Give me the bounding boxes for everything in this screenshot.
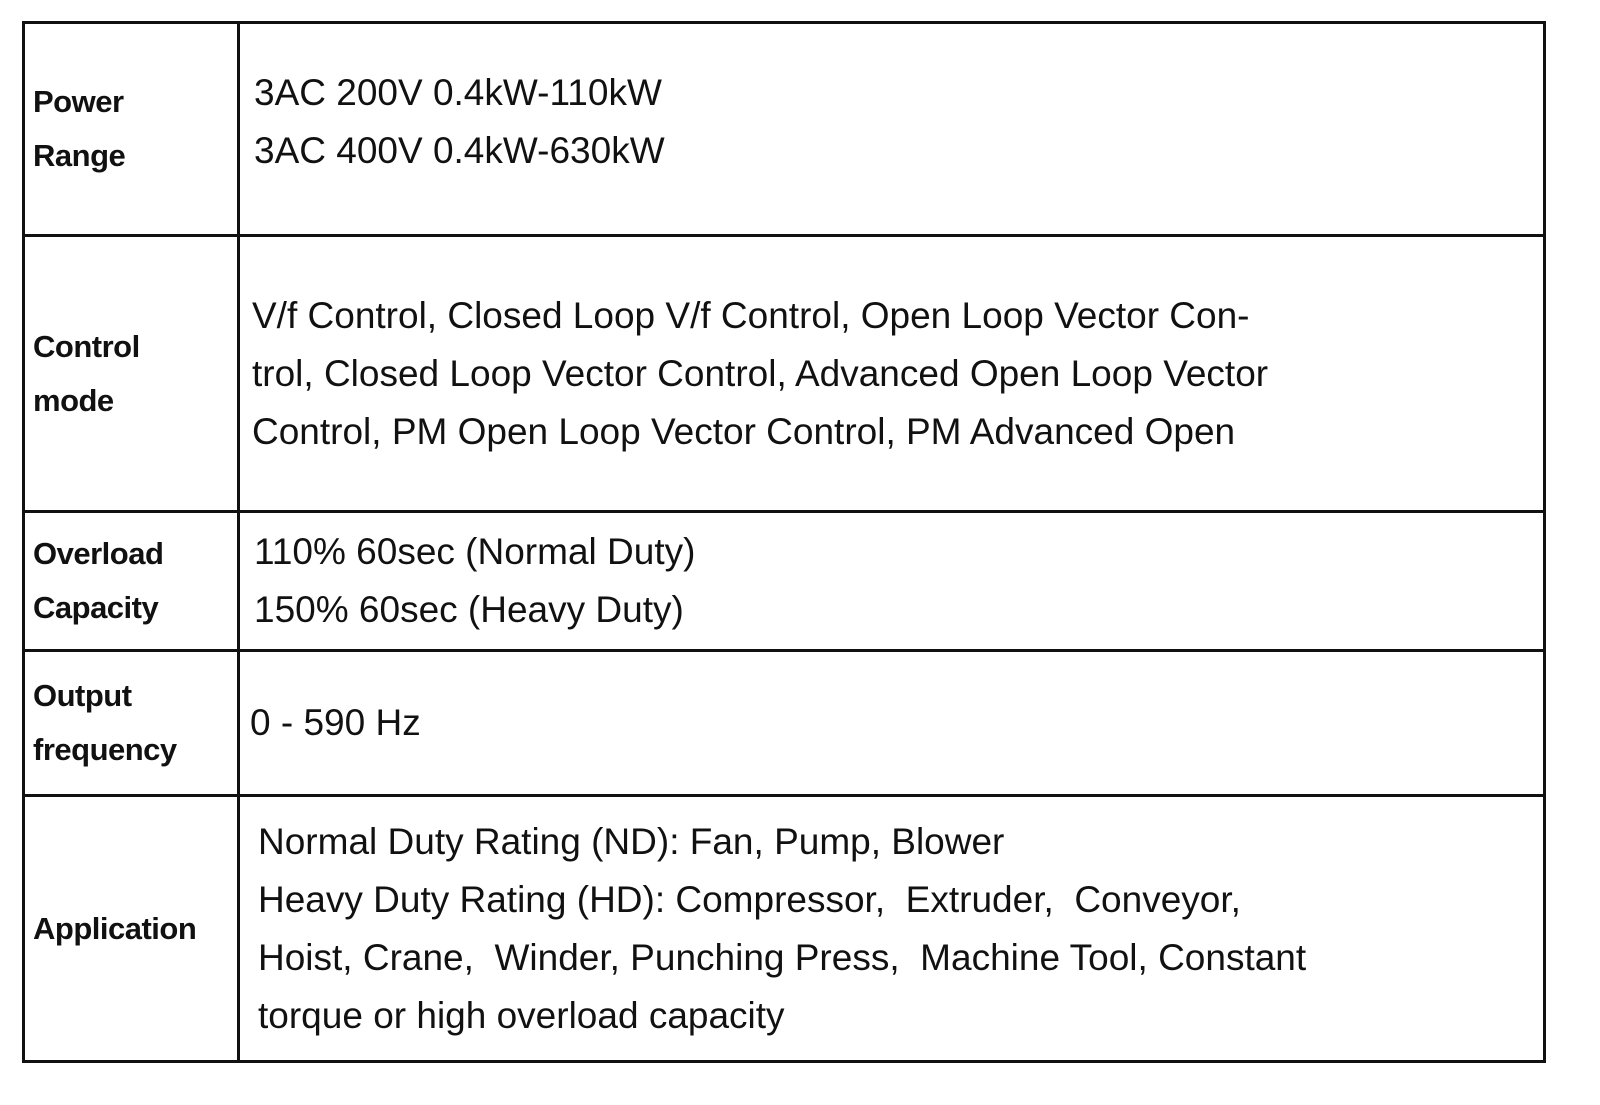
table-row: Overload Capacity 110% 60sec (Normal Dut… bbox=[25, 510, 1543, 649]
value-line: 0 - 590 Hz bbox=[250, 702, 421, 743]
table-row: Output frequency 0 - 590 Hz bbox=[25, 649, 1543, 794]
spec-table: Power Range 3AC 200V 0.4kW-110kW 3AC 400… bbox=[22, 21, 1546, 1063]
value-line: Normal Duty Rating (ND): Fan, Pump, Blow… bbox=[258, 820, 1005, 862]
table-row: Application Normal Duty Rating (ND): Fan… bbox=[25, 794, 1543, 1060]
row-label: Control mode bbox=[25, 237, 240, 510]
row-value: 3AC 200V 0.4kW-110kW 3AC 400V 0.4kW-630k… bbox=[240, 24, 1543, 234]
label-line: Control bbox=[33, 328, 140, 364]
value-line: 110% 60sec (Normal Duty) bbox=[254, 531, 696, 572]
row-label: Output frequency bbox=[25, 652, 240, 794]
label-line: Capacity bbox=[33, 590, 159, 625]
table-row: Control mode V/f Control, Closed Loop V/… bbox=[25, 234, 1543, 510]
value-line: Hoist, Crane, Winder, Punching Press, Ma… bbox=[258, 936, 1307, 978]
value-line: 3AC 200V 0.4kW-110kW bbox=[254, 72, 662, 113]
row-value: 0 - 590 Hz bbox=[240, 652, 1543, 794]
value-line: Control, PM Open Loop Vector Control, PM… bbox=[252, 410, 1236, 452]
row-value: V/f Control, Closed Loop V/f Control, Op… bbox=[240, 237, 1543, 510]
value-line: Heavy Duty Rating (HD): Compressor, Extr… bbox=[258, 878, 1241, 920]
label-line: Range bbox=[33, 138, 126, 173]
label-line: Overload bbox=[33, 536, 164, 571]
label-line: mode bbox=[33, 382, 114, 418]
label-line: frequency bbox=[33, 732, 177, 767]
label-line: Output bbox=[33, 678, 132, 713]
row-label: Application bbox=[25, 797, 240, 1060]
value-line: trol, Closed Loop Vector Control, Advanc… bbox=[252, 352, 1269, 394]
row-value: Normal Duty Rating (ND): Fan, Pump, Blow… bbox=[240, 797, 1543, 1060]
value-line: 3AC 400V 0.4kW-630kW bbox=[254, 130, 665, 171]
table-row: Power Range 3AC 200V 0.4kW-110kW 3AC 400… bbox=[25, 24, 1543, 234]
row-label: Overload Capacity bbox=[25, 513, 240, 649]
row-label: Power Range bbox=[25, 24, 240, 234]
value-line: 150% 60sec (Heavy Duty) bbox=[254, 589, 684, 630]
label-line: Power bbox=[33, 84, 124, 119]
value-line: torque or high overload capacity bbox=[258, 994, 785, 1036]
label-line: Application bbox=[33, 910, 197, 946]
row-value: 110% 60sec (Normal Duty) 150% 60sec (Hea… bbox=[240, 513, 1543, 649]
value-line: V/f Control, Closed Loop V/f Control, Op… bbox=[252, 294, 1250, 336]
